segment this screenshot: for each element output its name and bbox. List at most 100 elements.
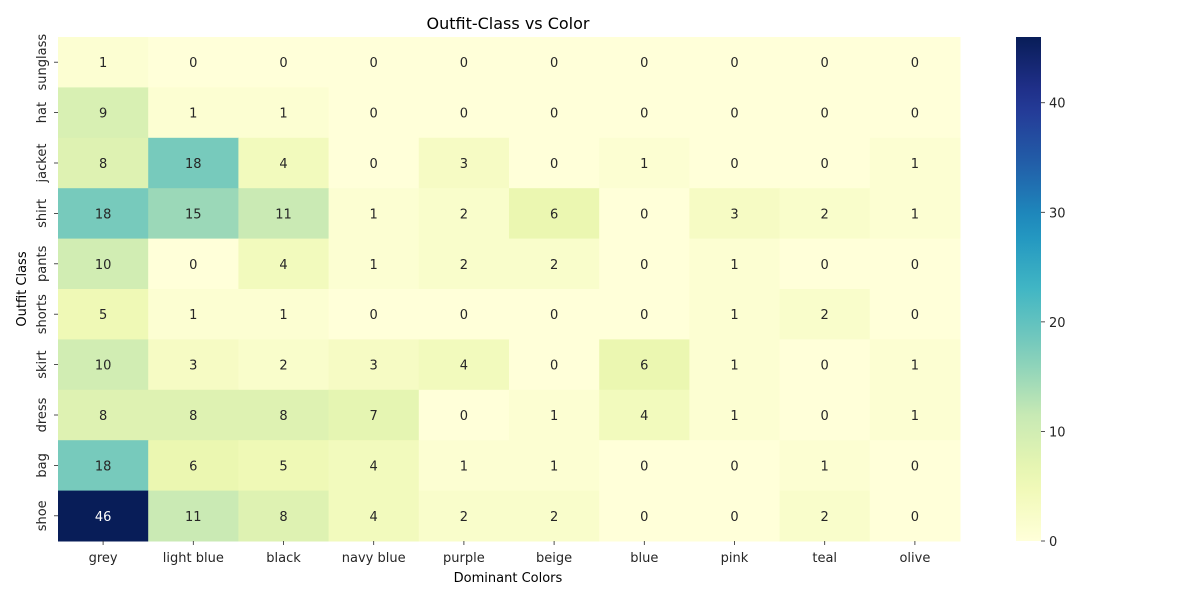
heatmap-cell <box>148 339 239 391</box>
heatmap-cell <box>328 137 420 189</box>
heatmap-cell <box>689 389 781 441</box>
heatmap-cell <box>599 37 690 88</box>
heatmap-cell <box>418 339 510 391</box>
heatmap-cell <box>689 37 781 88</box>
heatmap-cell <box>599 87 690 139</box>
cell-value-label: 0 <box>911 459 919 474</box>
y-axis-label: Outfit Class <box>15 251 30 326</box>
cell-value-label: 0 <box>821 107 829 122</box>
cell-value-label: 0 <box>460 107 468 122</box>
heatmap-cell <box>599 389 690 441</box>
heatmap-cell <box>599 339 690 391</box>
cell-value-label: 4 <box>279 157 287 172</box>
cell-value-label: 0 <box>821 157 829 172</box>
heatmap-cell <box>238 389 330 441</box>
cell-value-label: 8 <box>99 409 107 424</box>
cell-value-label: 1 <box>821 459 829 474</box>
cell-value-label: 18 <box>95 207 112 222</box>
y-axis-ticks: sunglass hat jacket shirt pants shorts skirt dr… <box>35 34 58 531</box>
cell-value-label: 10 <box>95 359 112 374</box>
cell-value-label: 3 <box>370 359 378 374</box>
heatmap-cell <box>418 137 510 189</box>
heatmap-cell <box>599 137 690 189</box>
heatmap-cell <box>418 37 510 88</box>
colorbar-tick-label: 10 <box>1049 425 1066 440</box>
cell-value-label: 11 <box>185 510 202 525</box>
cell-value-label: 1 <box>279 308 287 323</box>
cell-value-label: 0 <box>370 56 378 71</box>
cell-value-label: 1 <box>640 157 648 172</box>
heatmap-cell <box>418 188 510 240</box>
heatmap-cell <box>418 238 510 290</box>
cell-value-label: 1 <box>730 359 738 374</box>
x-tick-label: pink <box>721 551 749 566</box>
heatmap-cell <box>148 289 239 340</box>
heatmap-cell <box>58 289 149 340</box>
cell-value-label: 6 <box>640 359 648 374</box>
heatmap-cell <box>779 490 871 542</box>
heatmap-cell <box>509 37 600 88</box>
colorbar-tick-label: 40 <box>1049 97 1066 112</box>
colorbar-tick-label: 30 <box>1049 206 1066 221</box>
heatmap-cell <box>599 238 690 290</box>
heatmap-cell <box>689 87 781 139</box>
heatmap-cell <box>418 440 510 492</box>
heatmap-cell <box>418 289 510 340</box>
cell-value-label: 46 <box>95 510 112 525</box>
cell-value-label: 4 <box>279 258 287 273</box>
y-tick-label: shorts <box>35 294 50 334</box>
cell-value-label: 6 <box>550 207 558 222</box>
x-tick-label: beige <box>536 551 572 566</box>
cell-value-label: 2 <box>460 258 468 273</box>
heatmap-cell <box>148 440 239 492</box>
heatmap-cell <box>599 289 690 340</box>
cell-value-label: 10 <box>95 258 112 273</box>
cell-value-label: 0 <box>821 409 829 424</box>
heatmap-cell <box>689 490 781 542</box>
heatmap-cell <box>148 490 239 542</box>
cell-value-label: 0 <box>730 459 738 474</box>
cell-value-label: 0 <box>730 157 738 172</box>
colorbar-tick-label: 0 <box>1049 535 1057 550</box>
heatmap-cell <box>328 238 420 290</box>
heatmap-cell <box>238 87 330 139</box>
heatmap-cell <box>689 137 781 189</box>
cell-value-label: 0 <box>730 56 738 71</box>
cell-value-label: 1 <box>730 308 738 323</box>
heatmap-cell <box>779 137 871 189</box>
cell-value-label: 4 <box>460 359 468 374</box>
cell-value-label: 0 <box>460 409 468 424</box>
cell-value-label: 3 <box>460 157 468 172</box>
heatmap-cell <box>238 137 330 189</box>
heatmap-cell <box>58 137 149 189</box>
heatmap-cell <box>779 37 871 88</box>
heatmap-cell <box>328 188 420 240</box>
heatmap-cell <box>779 238 871 290</box>
colorbar <box>1016 37 1041 541</box>
cell-value-label: 0 <box>640 56 648 71</box>
heatmap-cell <box>58 490 149 542</box>
heatmap-cell <box>58 339 149 391</box>
heatmap-cell <box>779 339 871 391</box>
heatmap-cell <box>148 389 239 441</box>
y-tick-label: dress <box>35 397 50 432</box>
heatmap-cell <box>509 339 600 391</box>
x-tick-label: black <box>266 551 301 566</box>
heatmap-cell <box>328 389 420 441</box>
cell-value-label: 0 <box>821 56 829 71</box>
heatmap-cell <box>869 490 961 542</box>
cell-value-label: 0 <box>460 308 468 323</box>
heatmap-cell <box>148 188 239 240</box>
heatmap-cell <box>779 188 871 240</box>
heatmap-cell <box>869 37 961 88</box>
x-axis-label: Dominant Colors <box>454 571 563 586</box>
x-tick-label: blue <box>630 551 658 566</box>
cell-value-label: 0 <box>550 56 558 71</box>
heatmap-cell <box>238 440 330 492</box>
cell-value-label: 0 <box>460 56 468 71</box>
cell-value-label: 0 <box>640 107 648 122</box>
y-tick-label: shoe <box>35 500 50 531</box>
x-tick-label: purple <box>443 551 485 566</box>
cell-value-label: 2 <box>550 510 558 525</box>
cell-value-label: 0 <box>189 258 197 273</box>
